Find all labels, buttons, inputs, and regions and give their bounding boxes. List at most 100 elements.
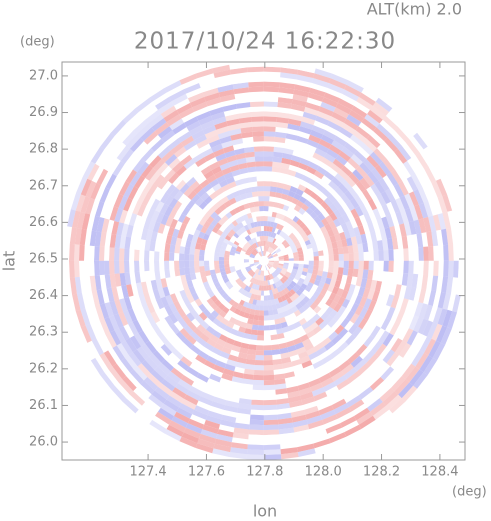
texture-cell <box>248 217 254 224</box>
texture-cell <box>313 391 328 402</box>
texture-cell <box>169 260 175 270</box>
texture-cell <box>396 236 404 250</box>
texture-cell <box>110 385 127 402</box>
texture-cell <box>99 260 105 276</box>
texture-cell <box>109 206 119 221</box>
texture-cell <box>359 296 368 308</box>
texture-cell <box>226 309 234 317</box>
texture-cell <box>292 292 300 299</box>
texture-cell <box>263 439 281 446</box>
texture-cell <box>251 211 257 218</box>
texture-cell <box>372 101 390 116</box>
plot-frame <box>61 61 466 461</box>
texture-cell <box>359 347 372 360</box>
texture-cell <box>173 211 182 221</box>
texture-cell <box>157 146 171 159</box>
texture-cell <box>338 253 344 261</box>
texture-cell <box>248 81 264 88</box>
texture-cell <box>161 359 174 372</box>
texture-cell <box>235 238 241 244</box>
texture-cell <box>280 220 287 227</box>
texture-cell <box>129 335 142 350</box>
texture-cell <box>401 273 409 286</box>
texture-cell <box>361 88 379 102</box>
texture-cell <box>152 221 161 233</box>
texture-cell <box>360 366 374 380</box>
texture-cell <box>154 241 161 252</box>
texture-cell <box>333 209 342 219</box>
texture-cell <box>99 202 109 219</box>
texture-cell <box>89 260 95 276</box>
texture-cell <box>283 234 289 240</box>
texture-cell <box>263 325 270 331</box>
texture-cell <box>295 272 302 278</box>
texture-cell <box>194 260 200 267</box>
texture-cell <box>245 323 253 330</box>
texture-cell <box>415 152 429 169</box>
texture-cell <box>206 378 220 388</box>
texture-cell <box>329 278 337 287</box>
texture-cell <box>212 330 222 339</box>
texture-cell <box>309 237 316 244</box>
texture-cell <box>255 263 261 268</box>
texture-cell <box>321 157 333 167</box>
texture-cell <box>330 436 349 448</box>
texture-cell <box>302 111 317 121</box>
texture-cell <box>302 225 309 233</box>
texture-cell <box>286 269 293 274</box>
texture-cell <box>401 385 418 402</box>
texture-cell <box>109 300 119 316</box>
texture-cell <box>206 275 213 282</box>
texture-cell <box>290 108 304 117</box>
texture-cell <box>241 226 247 233</box>
texture-cell <box>281 232 287 238</box>
texture-cell <box>282 215 289 222</box>
texture-cell <box>343 118 359 131</box>
texture-cell <box>169 187 180 198</box>
texture-cell <box>244 257 250 260</box>
texture-cell <box>212 277 219 284</box>
texture-cell <box>329 116 344 128</box>
texture-cell <box>428 199 438 216</box>
texture-cell <box>306 139 319 148</box>
texture-cell <box>163 109 179 123</box>
texture-cell <box>311 78 329 88</box>
texture-cell <box>248 282 254 288</box>
texture-cell <box>189 385 203 397</box>
texture-cell <box>360 233 368 244</box>
texture-cell <box>258 315 264 321</box>
texture-cell <box>254 262 260 266</box>
texture-cell <box>378 346 391 360</box>
texture-cell <box>131 226 139 239</box>
texture-cell <box>181 305 191 316</box>
texture-cell <box>328 366 342 378</box>
texture-cell <box>132 158 146 173</box>
texture-cell <box>297 250 304 255</box>
texture-cell <box>314 443 333 454</box>
texture-cell <box>315 196 324 205</box>
texture-cell <box>206 187 216 196</box>
texture-cell <box>237 107 251 114</box>
texture-cell <box>382 333 394 347</box>
texture-cell <box>273 202 280 208</box>
texture-cell <box>268 309 274 316</box>
texture-cell <box>156 162 169 175</box>
texture-cell <box>305 369 317 378</box>
texture-cell <box>249 91 264 98</box>
texture-cell <box>137 363 151 377</box>
texture-cell <box>263 201 270 207</box>
texture-cell <box>225 113 239 122</box>
texture-cell <box>447 192 457 211</box>
texture-cell <box>272 308 279 315</box>
texture-cell <box>155 320 166 333</box>
texture-cell <box>315 329 325 339</box>
texture-cell <box>288 301 296 309</box>
texture-cell <box>201 276 208 283</box>
texture-cell <box>185 273 192 282</box>
texture-cell <box>264 245 267 251</box>
texture-cell <box>147 183 158 197</box>
texture-cell <box>253 278 258 285</box>
texture-cell <box>421 232 429 247</box>
texture-cell <box>317 293 325 301</box>
